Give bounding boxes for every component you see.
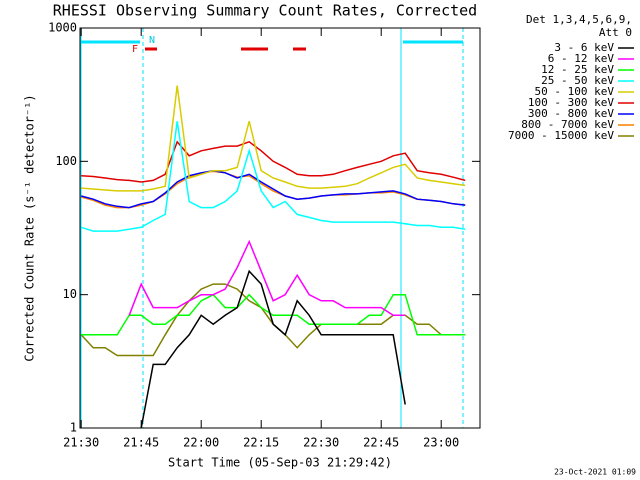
y-axis-label: Corrected Count Rate (s⁻¹ detector⁻¹) bbox=[23, 94, 37, 361]
legend-label: 50 - 100 keV bbox=[535, 85, 615, 98]
legend-header: Det 1,3,4,5,6,9, bbox=[526, 13, 632, 26]
legend-label: 800 - 7000 keV bbox=[521, 118, 614, 131]
x-tick-label: 23:00 bbox=[423, 436, 459, 450]
y-tick-label: 100 bbox=[55, 154, 77, 168]
legend-label: 3 - 6 keV bbox=[554, 41, 614, 54]
chart-title: RHESSI Observing Summary Count Rates, Co… bbox=[53, 2, 477, 20]
x-tick-label: 22:45 bbox=[363, 436, 399, 450]
series-line bbox=[81, 293, 466, 336]
annotation: F bbox=[132, 44, 138, 55]
plot-frame bbox=[79, 27, 481, 429]
legend-header: Att 0 bbox=[599, 26, 632, 39]
x-tick-label: 22:30 bbox=[303, 436, 339, 450]
x-axis-label: Start Time (05-Sep-03 21:29:42) bbox=[168, 456, 392, 470]
timestamp: 23-Oct-2021 01:09 bbox=[554, 468, 636, 477]
legend-label: 12 - 25 keV bbox=[541, 63, 614, 76]
series-line bbox=[81, 140, 466, 183]
x-tick-label: 21:45 bbox=[123, 436, 159, 450]
y-tick-label: 10 bbox=[63, 287, 77, 301]
series-line bbox=[81, 85, 466, 192]
legend-label: 100 - 300 keV bbox=[528, 96, 614, 109]
x-tick-label: 22:15 bbox=[243, 436, 279, 450]
legend-label: 300 - 800 keV bbox=[528, 107, 614, 120]
y-tick-label: 1000 bbox=[48, 21, 77, 35]
annotation: N bbox=[149, 35, 155, 46]
legend-label: 25 - 50 keV bbox=[541, 74, 614, 87]
x-tick-label: 21:30 bbox=[63, 436, 99, 450]
x-tick-label: 22:00 bbox=[183, 436, 219, 450]
legend-label: 6 - 12 keV bbox=[548, 52, 615, 65]
series-line bbox=[81, 169, 466, 209]
y-tick-label: 1 bbox=[70, 421, 77, 435]
series-line bbox=[81, 170, 466, 209]
series-line bbox=[128, 239, 406, 317]
series-line bbox=[140, 269, 406, 429]
legend-label: 7000 - 15000 keV bbox=[508, 129, 614, 142]
series-line bbox=[80, 121, 466, 232]
